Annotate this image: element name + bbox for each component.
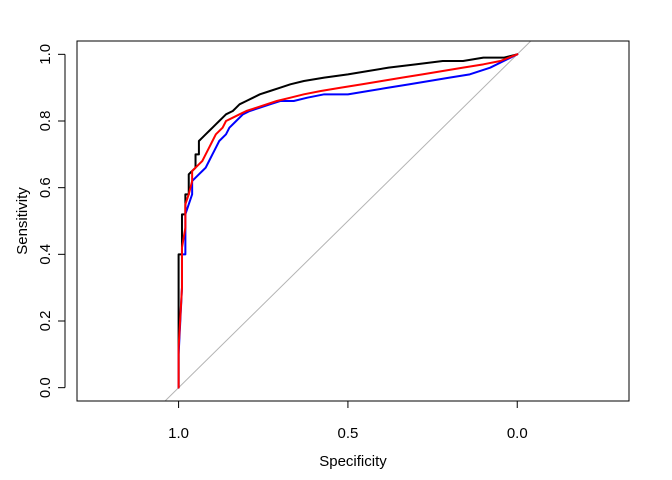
y-axis-label: Sensitivity bbox=[14, 187, 31, 255]
x-tick-label: 0.5 bbox=[337, 425, 358, 442]
roc-curve-red bbox=[177, 53, 519, 389]
x-axis: 1.0 0.5 0.0 bbox=[168, 400, 528, 442]
y-tick-label: 0.0 bbox=[37, 377, 54, 398]
y-tick-label: 0.6 bbox=[37, 177, 54, 198]
roc-curves bbox=[164, 41, 532, 401]
y-tick-label: 0.4 bbox=[37, 244, 54, 265]
y-axis: 0.0 0.2 0.4 0.6 0.8 1.0 bbox=[37, 44, 66, 398]
x-tick-label: 0.0 bbox=[507, 425, 528, 442]
roc-curve-blue bbox=[177, 53, 519, 389]
y-tick-label: 0.2 bbox=[37, 311, 54, 332]
roc-curve-black bbox=[177, 53, 519, 389]
x-axis-label: Specificity bbox=[319, 453, 387, 470]
y-tick-label: 0.8 bbox=[37, 111, 54, 132]
reference-diagonal-line bbox=[164, 41, 532, 401]
y-tick-label: 1.0 bbox=[37, 44, 54, 65]
x-tick-label: 1.0 bbox=[168, 425, 189, 442]
